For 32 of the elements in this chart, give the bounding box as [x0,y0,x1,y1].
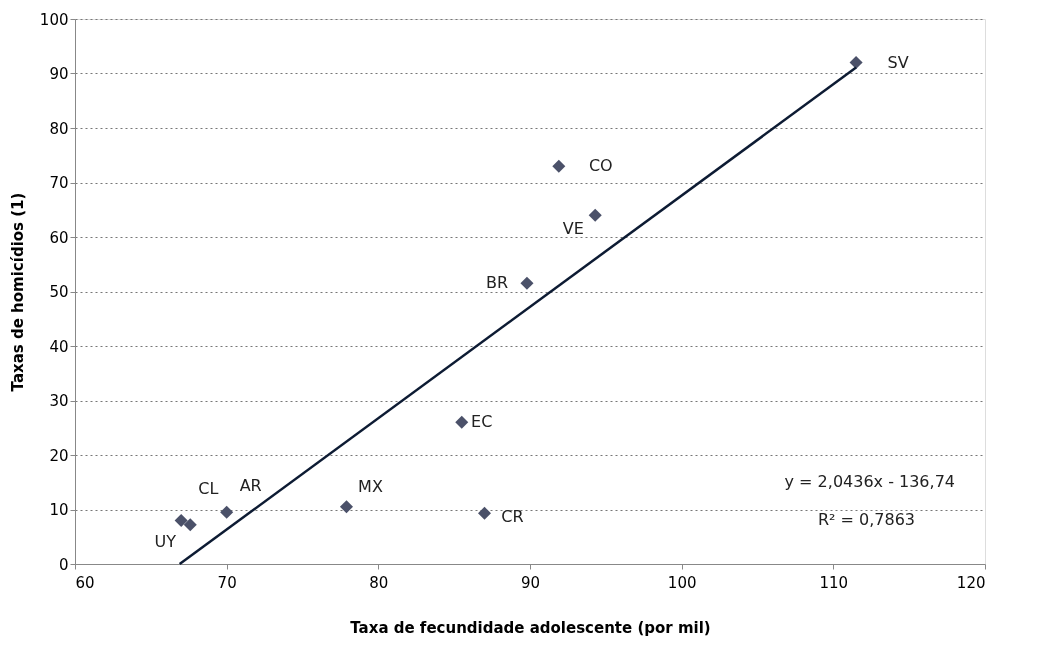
x-tick-label: 90 [520,573,541,592]
y-tick-label: 80 [49,119,69,138]
y-axis-title: Taxas de homicídios (1) [8,192,27,392]
y-tick-label: 50 [49,283,69,301]
x-tick-label: 70 [217,573,237,592]
y-tick-label: 90 [49,65,69,83]
annotation: CR [501,507,524,527]
y-tick-label: 30 [49,392,69,410]
annotation: VE [562,219,584,239]
annotation: UY [154,532,177,552]
annotation: SV [887,52,909,72]
y-tick-label: 100 [39,10,69,29]
annotation: CO [588,156,613,176]
y-tick-label: 40 [49,337,69,356]
y-tick-label: 60 [49,228,69,247]
y-tick-label: 0 [58,555,69,574]
y-tick-label: 10 [49,501,69,519]
x-tick-label: 80 [369,573,389,592]
annotation: AR [239,476,262,496]
x-axis-title: Taxa de fecundidade adolescente (por mil) [350,618,711,637]
annotation: BR [485,273,509,293]
annotation: CL [198,478,219,498]
y-tick-label: 70 [49,174,69,192]
x-tick-label: 60 [75,573,95,592]
x-tick-label: 120 [956,573,986,592]
y-tick-label: 20 [49,446,69,465]
annotation: MX [358,476,383,496]
annotation: R² = 0,7863 [817,510,915,529]
x-tick-label: 110 [819,573,849,592]
x-tick-label: 100 [667,573,697,592]
annotation: y = 2,0436x - 136,74 [784,472,955,491]
annotation: EC [471,412,493,432]
